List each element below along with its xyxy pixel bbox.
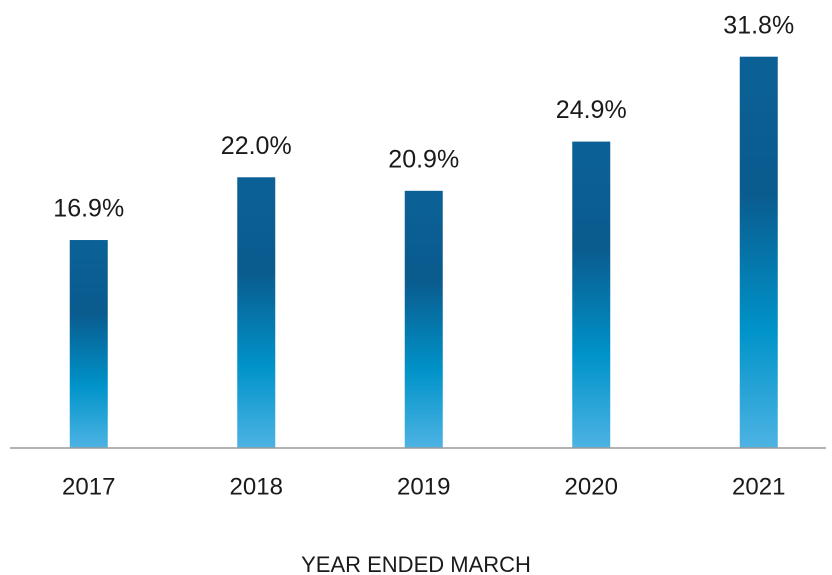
value-label: 16.9% (53, 195, 124, 223)
value-label: 31.8% (723, 11, 794, 39)
bar (237, 177, 276, 448)
bar (69, 240, 108, 448)
x-tick-label: 2020 (565, 473, 618, 500)
value-label: 22.0% (221, 132, 292, 160)
x-axis-title: YEAR ENDED MARCH (301, 552, 531, 575)
bar (572, 141, 611, 448)
x-tick-label: 2021 (732, 473, 785, 500)
x-tick-label: 2018 (230, 473, 283, 500)
value-label: 20.9% (388, 145, 459, 173)
bar (739, 56, 778, 448)
value-label: 24.9% (556, 96, 627, 124)
x-tick-label: 2019 (397, 473, 450, 500)
bar (404, 190, 443, 448)
x-tick-label: 2017 (62, 473, 115, 500)
